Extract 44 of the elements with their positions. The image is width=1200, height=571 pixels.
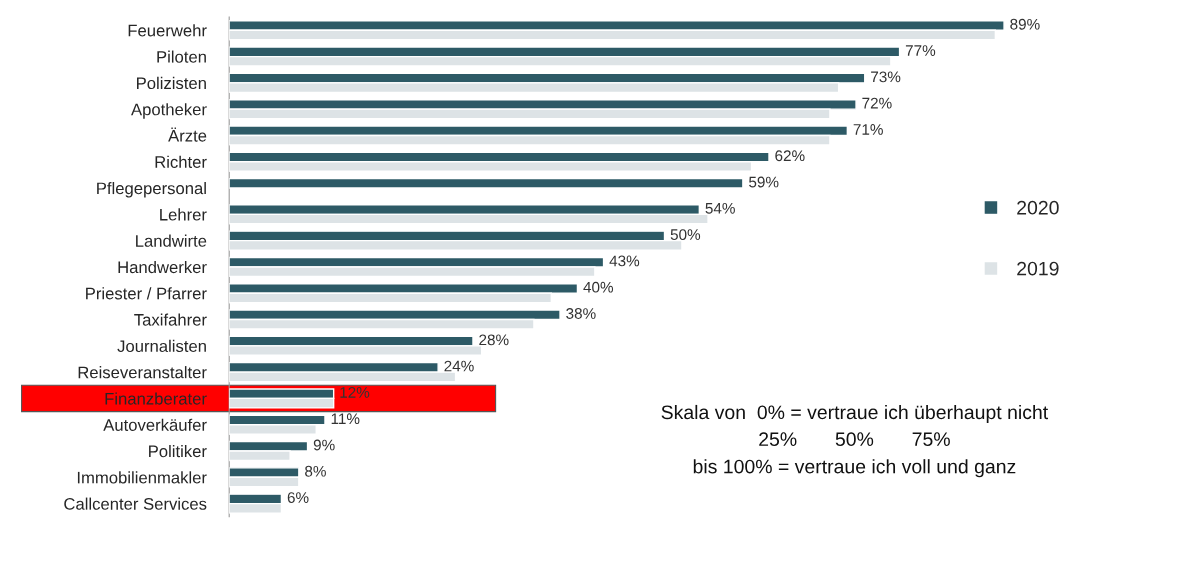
y-tick-label: Finanzberater	[105, 392, 207, 405]
y-tick-label: Ärzte	[168, 127, 207, 142]
data-label: 73%	[871, 71, 901, 83]
y-tick-label: Landwirte	[136, 234, 207, 247]
data-label: 24%	[444, 360, 474, 372]
y-tick-label: Apotheker	[131, 103, 207, 119]
data-label: 38%	[566, 308, 596, 319]
data-label: 72%	[862, 97, 892, 109]
y-tick-label: Feuerwehr	[128, 24, 207, 37]
y-tick-label: Autoverkäufer	[103, 418, 207, 431]
data-label: 40%	[583, 281, 614, 293]
y-tick-label: Callcenter Services	[64, 497, 207, 510]
bar	[229, 177, 744, 189]
y-tick-label: Piloten	[157, 50, 206, 63]
data-label: 28%	[479, 334, 509, 346]
annotation: 25% 50% 75%	[759, 432, 950, 447]
legend-label: 2019	[1017, 261, 1059, 276]
data-label: 59%	[749, 176, 779, 188]
data-label: 71%	[853, 124, 883, 135]
annotation: Skala von 0% = vertraue ich überhaupt nicht	[661, 404, 1049, 424]
data-label: 89%	[1010, 18, 1040, 30]
data-label: 62%	[775, 150, 805, 162]
y-tick-label: Journalisten	[117, 339, 206, 353]
y-tick-label: Polizisten	[137, 76, 206, 90]
y-tick-label: Richter	[155, 155, 207, 168]
data-label: 8%	[305, 465, 326, 477]
data-label: 9%	[313, 439, 335, 451]
y-tick-label: Priester / Pfarrer	[86, 287, 207, 300]
y-tick-label: Handwerker	[118, 260, 207, 274]
y-tick-label: Lehrer	[160, 208, 207, 221]
annotation: bis 100% = vertraue ich voll und ganz	[693, 459, 1016, 478]
data-label: 12%	[340, 386, 370, 398]
data-label: 50%	[670, 229, 701, 241]
y-tick-label: Immobilienmakler	[77, 471, 207, 484]
data-label: 43%	[609, 255, 640, 267]
data-label: 77%	[905, 45, 936, 56]
y-tick-label: Taxifahrer	[134, 313, 207, 326]
data-label: 54%	[705, 202, 735, 214]
y-tick-label: Politiker	[149, 444, 207, 458]
data-label: 11%	[331, 413, 360, 425]
y-tick-label: Pflegepersonal	[97, 182, 206, 198]
y-tick-label: Reiseveranstalter	[78, 366, 207, 379]
legend-label: 2020	[1017, 200, 1059, 215]
data-label: 6%	[287, 492, 309, 503]
